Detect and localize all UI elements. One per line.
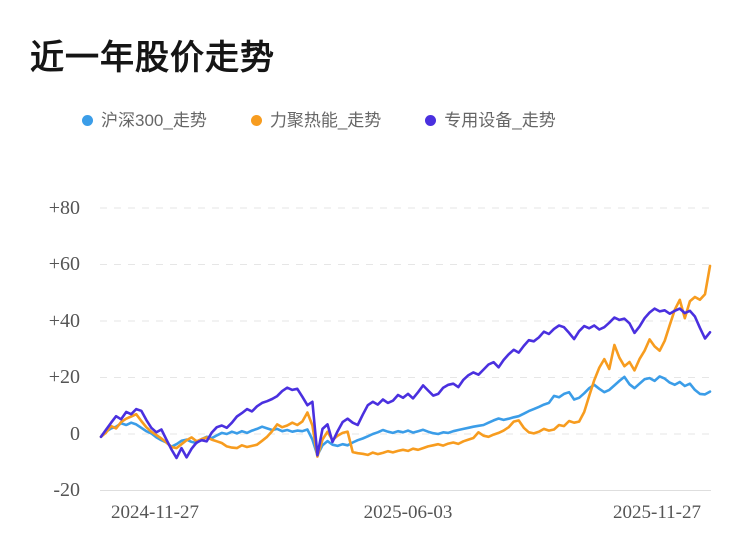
legend-dot-icon bbox=[82, 115, 93, 126]
legend-item-zhuanyongshebei[interactable]: 专用设备_走势 bbox=[425, 110, 556, 131]
legend-item-hs300[interactable]: 沪深300_走势 bbox=[82, 110, 207, 131]
y-axis-tick: 0 bbox=[70, 423, 80, 445]
y-axis-tick: +80 bbox=[48, 197, 80, 219]
legend-dot-icon bbox=[250, 115, 262, 126]
legend-label: 专用设备_走势 bbox=[444, 111, 556, 130]
x-axis-tick: 2025-11-27 bbox=[613, 502, 701, 523]
legend-label: 沪深300_走势 bbox=[101, 111, 207, 130]
x-axis-tick: 2025-06-03 bbox=[363, 502, 453, 523]
y-axis-tick: +20 bbox=[48, 366, 80, 388]
legend-label: 力聚热能_走势 bbox=[269, 111, 382, 130]
legend-item-lijureneng[interactable]: 力聚热能_走势 bbox=[250, 110, 382, 131]
chart-title: 近一年股价走势 bbox=[30, 39, 275, 77]
x-axis-tick: 2024-11-27 bbox=[111, 502, 199, 523]
legend-dot-icon bbox=[425, 115, 437, 126]
y-axis-tick: +40 bbox=[48, 310, 80, 332]
y-axis-tick: +60 bbox=[48, 253, 80, 275]
chart-legend: 沪深300_走势 力聚热能_走势 专用设备_走势 bbox=[82, 110, 556, 131]
y-axis-tick: -20 bbox=[53, 479, 80, 501]
